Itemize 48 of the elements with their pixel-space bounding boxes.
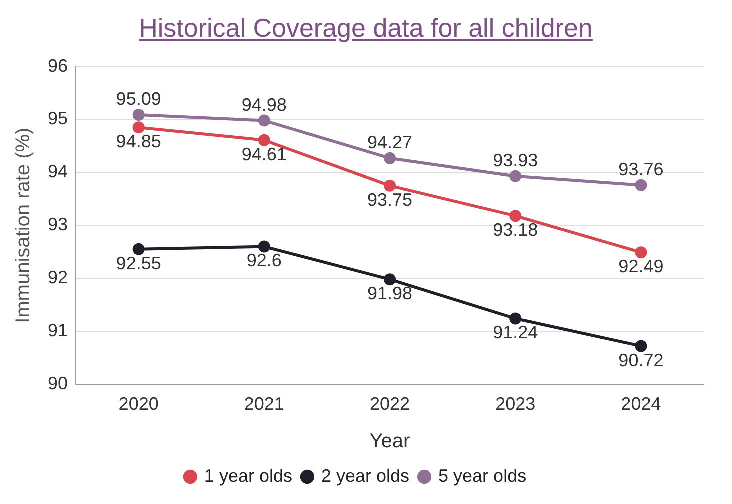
data-label: 95.09 [116, 88, 162, 109]
y-tick-label: 94 [48, 162, 68, 182]
point [132, 122, 145, 134]
point [258, 240, 270, 253]
data-label: 91.24 [493, 322, 538, 343]
point [635, 246, 648, 259]
y-tick-label: 90 [48, 373, 68, 394]
point [510, 170, 522, 182]
point [132, 243, 145, 256]
x-axis-title: Year [370, 430, 411, 453]
y-tick-label: 96 [48, 56, 68, 76]
data-label: 91.98 [367, 284, 413, 304]
x-tick-label: 2023 [496, 394, 536, 414]
point [384, 152, 396, 164]
point [384, 274, 396, 286]
legend-label: 1 year olds [204, 466, 292, 486]
point [132, 108, 145, 121]
data-label: 94.85 [116, 132, 162, 152]
x-tick-label: 2020 [118, 394, 159, 414]
legend-label: 5 year olds [438, 466, 527, 486]
x-tick-label: 2021 [244, 394, 284, 414]
data-label: 94.27 [367, 132, 413, 152]
point [258, 134, 270, 146]
y-tick-label: 92 [48, 268, 68, 288]
data-label: 93.76 [618, 159, 664, 180]
data-label: 93.93 [493, 150, 538, 170]
point [635, 340, 648, 352]
point [258, 114, 270, 127]
x-tick-label: 2022 [370, 394, 410, 414]
data-label: 93.75 [367, 190, 413, 210]
y-tick-label: 93 [48, 214, 68, 235]
data-label: 92.6 [246, 250, 282, 271]
data-label: 94.98 [242, 94, 287, 115]
data-label: 93.18 [493, 220, 538, 240]
point [384, 180, 396, 192]
data-label: 94.61 [242, 144, 287, 164]
point [635, 179, 648, 192]
y-tick-label: 95 [48, 108, 68, 129]
data-label: 92.49 [618, 256, 664, 277]
x-tick-label: 2024 [621, 394, 662, 414]
legend-label: 2 year olds [321, 466, 410, 486]
chart-title: Historical Coverage data for all children [138, 12, 594, 45]
y-axis-title: Immunisation rate (%) [12, 128, 35, 324]
data-label: 92.55 [116, 253, 162, 274]
point [510, 312, 522, 325]
point [510, 210, 522, 222]
data-label: 90.72 [618, 350, 664, 370]
y-tick-label: 91 [48, 320, 68, 340]
